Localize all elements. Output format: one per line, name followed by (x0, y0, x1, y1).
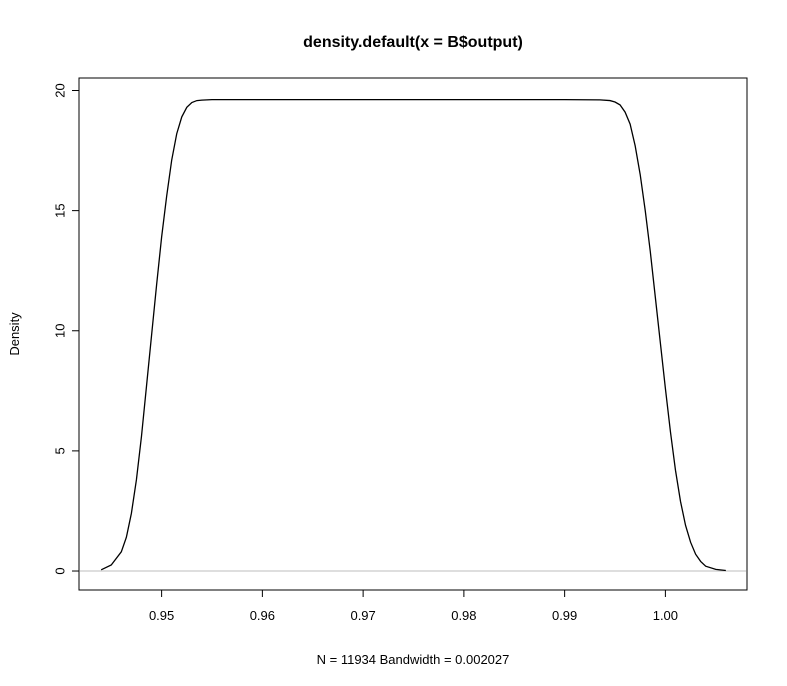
chart-title: density.default(x = B$output) (303, 34, 523, 51)
x-tick-label: 0.99 (552, 608, 577, 623)
x-axis-label: N = 11934 Bandwidth = 0.002027 (317, 652, 510, 667)
y-tick-label: 5 (53, 447, 68, 454)
x-tick-label: 0.97 (350, 608, 375, 623)
plot-frame (78, 77, 748, 591)
y-tick-label: 15 (53, 203, 68, 217)
y-tick-label: 20 (53, 83, 68, 97)
y-tick-label: 10 (53, 324, 68, 338)
y-axis: 0 5 10 15 20 (53, 83, 80, 575)
x-tick-label: 0.96 (250, 608, 275, 623)
x-axis: 0.95 0.96 0.97 0.98 0.99 1.00 (149, 589, 678, 623)
x-tick-label: 1.00 (653, 608, 678, 623)
y-tick-label: 0 (53, 567, 68, 574)
x-tick-label: 0.95 (149, 608, 174, 623)
y-axis-label: Density (7, 312, 22, 356)
x-tick-label: 0.98 (451, 608, 476, 623)
density-curve (100, 98, 726, 572)
